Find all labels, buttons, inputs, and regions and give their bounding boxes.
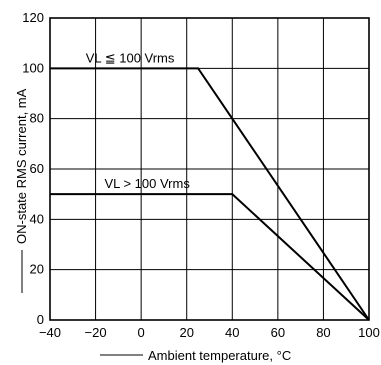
series-label-2: VL > 100 Vrms: [104, 176, 190, 191]
series-line-2: [50, 193, 370, 321]
x-tick-labels: −40 −20 0 20 40 60 80 100: [39, 325, 380, 340]
y-tick-label: 80: [30, 111, 44, 126]
x-tick-label: 60: [271, 325, 285, 340]
y-tick-label: 20: [30, 262, 44, 277]
x-tick-label: 0: [138, 325, 145, 340]
x-tick-label: 40: [225, 325, 239, 340]
y-axis-title: ON-state RMS current, mA: [14, 88, 29, 244]
x-axis-title: Ambient temperature, °C: [148, 348, 291, 363]
x-tick-label: 80: [316, 325, 330, 340]
y-tick-label: 60: [30, 161, 44, 176]
x-tick-label: −20: [85, 325, 107, 340]
plot-frame: [49, 17, 370, 321]
y-tick-label: 40: [30, 211, 44, 226]
y-tick-label: 100: [22, 60, 44, 75]
series-line-1: [50, 67, 370, 321]
y-tick-labels: 0 20 40 60 80 100 120: [22, 10, 44, 327]
x-tick-label: 20: [179, 325, 193, 340]
x-tick-label: −40: [39, 325, 61, 340]
series-label-1: VL ≦ 100 Vrms: [86, 50, 175, 65]
y-tick-label: 120: [22, 10, 44, 25]
y-tick-label: 0: [37, 312, 44, 327]
x-tick-label: 100: [358, 325, 380, 340]
series-layer: VL ≦ 100 Vrms VL > 100 Vrms: [50, 50, 370, 321]
